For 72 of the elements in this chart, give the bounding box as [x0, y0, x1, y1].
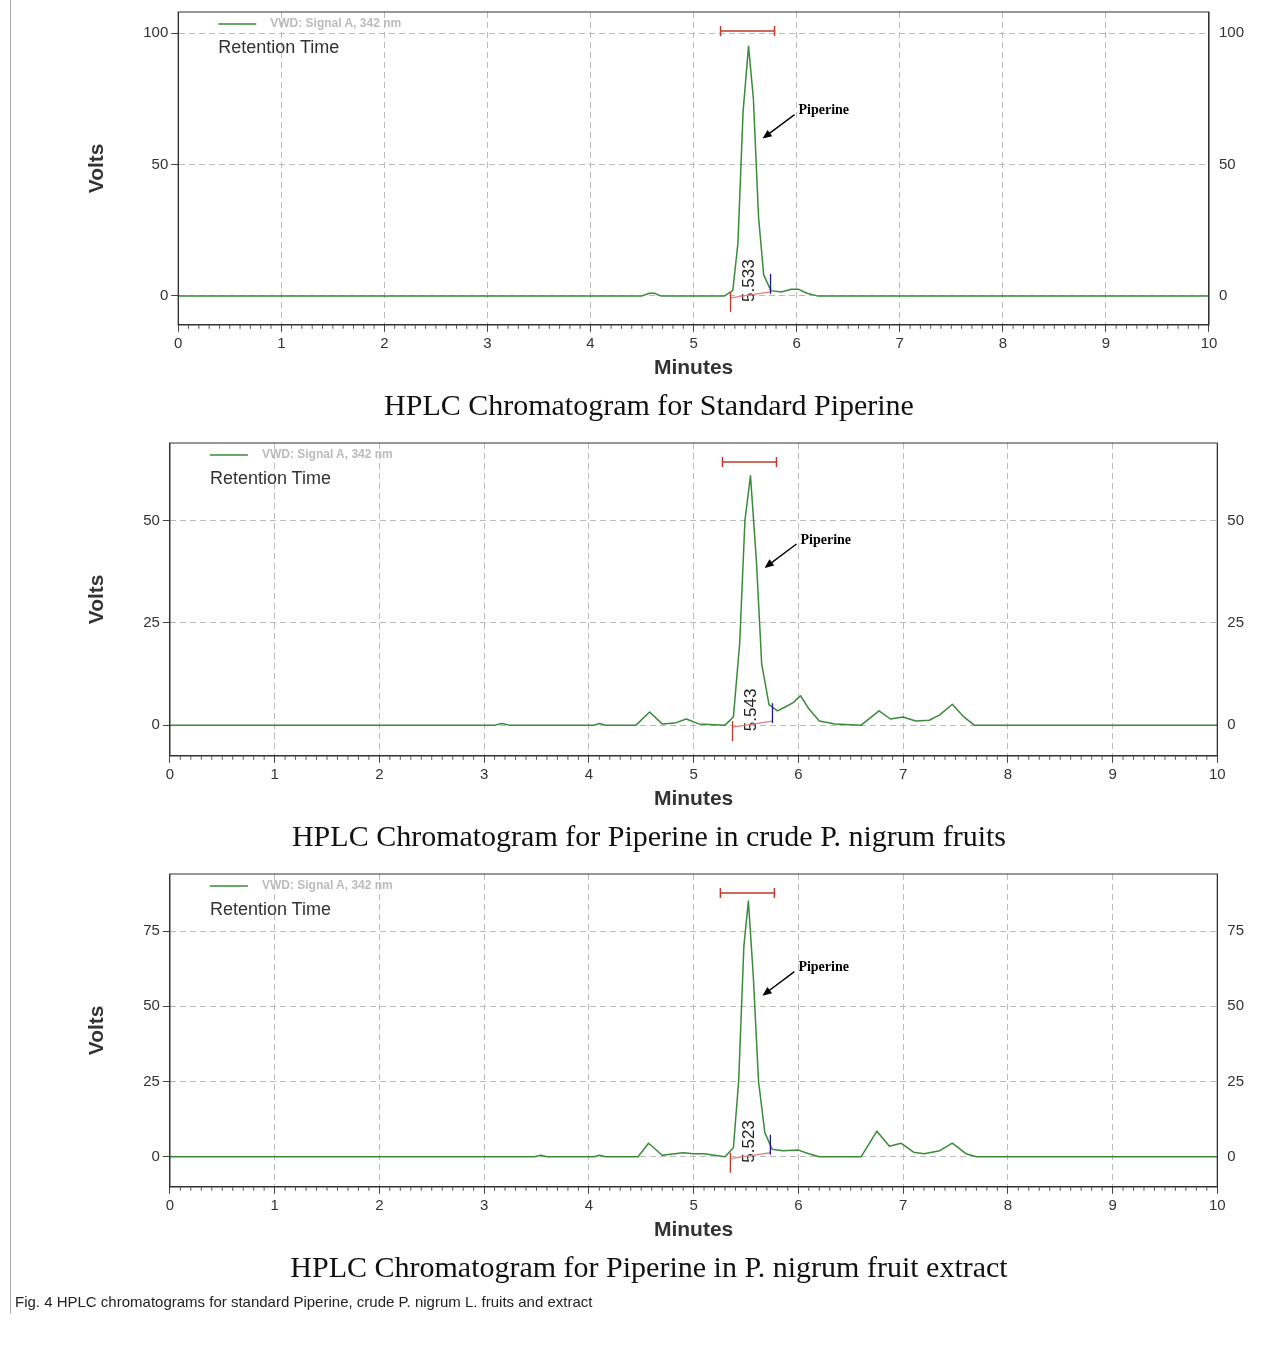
x-tick-label: 7	[895, 333, 904, 351]
annotation: Piperine	[798, 959, 849, 975]
y2-tick-label: 0	[1218, 286, 1228, 304]
x-tick-label: 1	[270, 764, 279, 782]
y2-tick-label: 50	[1227, 996, 1244, 1014]
text: HPLC Chromatogram for Standard Piperine	[383, 387, 915, 423]
legend-title: Retention Time	[209, 898, 331, 919]
y-tick-label: 0	[159, 286, 169, 304]
y2-tick-label: 0	[1227, 1146, 1236, 1164]
y2-tick-label: 25	[1227, 1071, 1244, 1089]
text: HPLC Chromatogram for Piperine in P. nigrum fruit extract	[289, 1249, 1009, 1285]
y2-tick-label: 50	[1218, 154, 1236, 172]
y2-tick-label: 75	[1227, 921, 1244, 939]
caption: Fig. 4 HPLC chromatograms for standard Piperine, crude P. nigrum L. fruits and extract	[14, 1293, 594, 1312]
y-axis-title: Volts	[84, 574, 108, 625]
y2-tick-label: 100	[1218, 23, 1244, 41]
x-tick-label: 1	[277, 333, 286, 351]
y-tick-label: 50	[143, 510, 160, 528]
y2-tick-label: 50	[1227, 510, 1244, 528]
x-tick-label: 5	[689, 1195, 698, 1213]
y-tick-label: 0	[151, 715, 160, 733]
x-tick-label: 6	[792, 333, 801, 351]
annotation: Piperine	[800, 531, 852, 547]
y-tick-label: 25	[143, 1071, 160, 1089]
y-tick-label: 50	[151, 154, 169, 172]
annotation: 5.533	[739, 259, 759, 302]
x-tick-label: 2	[375, 764, 384, 782]
x-tick-label: 10	[1200, 333, 1218, 351]
x-tick-label: 2	[375, 1195, 384, 1213]
y-axis-title: Volts	[84, 143, 108, 194]
x-axis-title: Minutes	[653, 355, 734, 379]
x-tick-label: 5	[689, 764, 698, 782]
y-tick-label: 25	[143, 613, 160, 631]
x-tick-label: 2	[380, 333, 389, 351]
x-tick-label: 9	[1108, 764, 1117, 782]
y2-tick-label: 0	[1227, 715, 1236, 733]
x-tick-label: 8	[1003, 764, 1012, 782]
legend-label: VWD: Signal A, 342 nm	[261, 447, 393, 462]
annotation: 5.523	[739, 1120, 759, 1163]
x-tick-label: 3	[479, 1195, 489, 1213]
x-tick-label: 5	[689, 333, 698, 351]
x-tick-label: 4	[584, 764, 594, 782]
annotation: Piperine	[798, 102, 850, 118]
y2-tick-label: 25	[1227, 613, 1244, 631]
y-tick-label: 0	[151, 1146, 160, 1164]
x-tick-label: 6	[794, 764, 803, 782]
y-tick-label: 100	[143, 23, 169, 41]
x-tick-label: 10	[1208, 764, 1226, 782]
y-tick-label: 50	[143, 996, 160, 1014]
x-axis-title: Minutes	[653, 1217, 734, 1241]
x-tick-label: 4	[586, 333, 595, 351]
x-tick-label: 9	[1101, 333, 1111, 351]
legend-label: VWD: Signal A, 342 nm	[261, 878, 393, 893]
text: HPLC Chromatogram for Piperine in crude P. nigrum fruits	[290, 818, 1008, 854]
legend-title: Retention Time	[218, 36, 340, 57]
x-tick-label: 8	[998, 333, 1007, 351]
legend-title: Retention Time	[209, 467, 331, 488]
x-tick-label: 9	[1108, 1195, 1117, 1213]
x-tick-label: 3	[483, 333, 492, 351]
x-tick-label: 4	[584, 1195, 594, 1213]
x-tick-label: 1	[270, 1195, 279, 1213]
x-tick-label: 10	[1208, 1195, 1226, 1213]
x-axis-title: Minutes	[653, 786, 734, 810]
y-axis-title: Volts	[84, 1005, 108, 1056]
x-tick-label: 7	[898, 764, 908, 782]
x-tick-label: 3	[479, 764, 489, 782]
y-tick-label: 75	[143, 921, 160, 939]
x-tick-label: 7	[898, 1195, 908, 1213]
annotation: 5.543	[741, 688, 761, 732]
x-tick-label: 0	[174, 333, 183, 351]
x-tick-label: 8	[1003, 1195, 1012, 1213]
x-tick-label: 6	[794, 1195, 803, 1213]
